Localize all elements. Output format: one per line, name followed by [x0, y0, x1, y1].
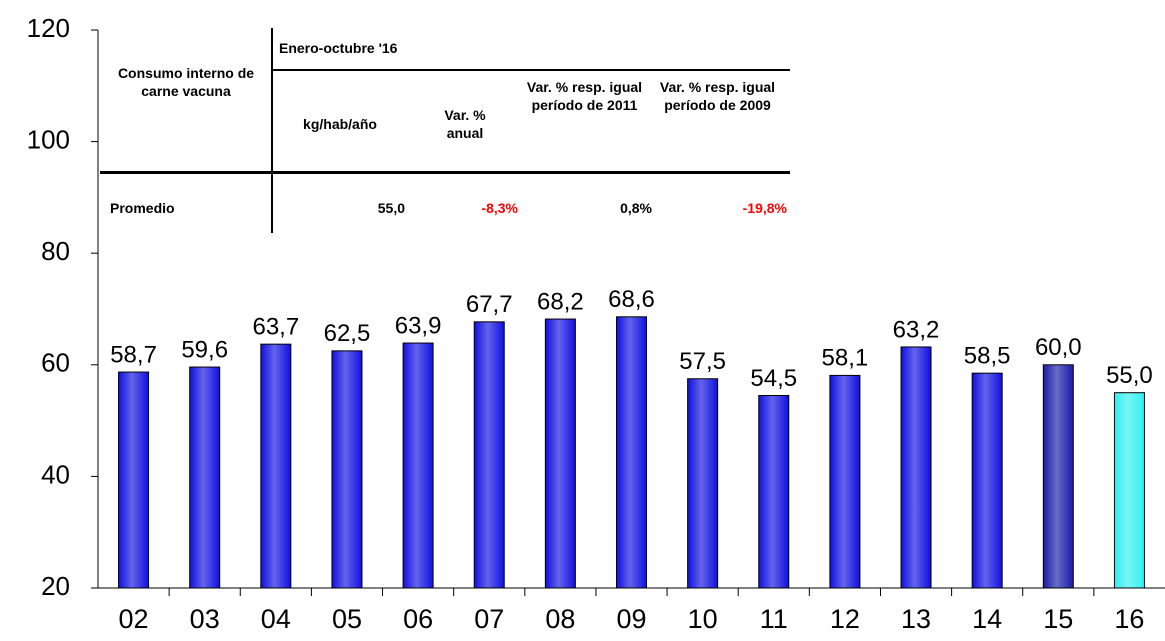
data-label: 57,5 — [679, 348, 726, 375]
bar — [402, 342, 434, 589]
data-label: 54,5 — [750, 365, 797, 392]
bar — [1042, 364, 1074, 589]
y-tick-label: 80 — [41, 236, 70, 266]
x-tick-label: 05 — [332, 604, 362, 634]
bar — [118, 371, 150, 589]
bar — [758, 394, 790, 589]
bar — [544, 318, 576, 589]
x-tick-label: 08 — [545, 604, 575, 634]
data-label: 58,5 — [964, 343, 1011, 370]
data-label: 68,6 — [608, 286, 655, 313]
data-label: 67,7 — [466, 291, 513, 318]
y-tick-label: 20 — [41, 571, 70, 601]
x-tick-label: 12 — [830, 604, 860, 634]
table-cell: 0,8% — [620, 200, 652, 216]
bar — [473, 321, 505, 589]
bar — [829, 374, 861, 589]
row-label: Promedio — [110, 200, 175, 216]
table-cell: -19,8% — [742, 200, 787, 216]
x-tick-label: 14 — [972, 604, 1002, 634]
bar — [189, 366, 221, 589]
row-header: Consumo interno de carne vacuna — [117, 65, 255, 99]
x-tick-label: 04 — [261, 604, 291, 634]
bar — [900, 346, 932, 589]
data-label: 60,0 — [1035, 334, 1082, 361]
x-tick-label: 06 — [403, 604, 433, 634]
x-tick-label: 13 — [901, 604, 931, 634]
bar — [971, 372, 1003, 589]
table-rule — [100, 171, 790, 174]
column-header: Var. % resp. igual período de 2011 — [526, 79, 643, 113]
bar — [1113, 392, 1145, 589]
bar — [260, 343, 292, 589]
data-label: 63,7 — [252, 313, 299, 340]
table-cell: -8,3% — [481, 200, 518, 216]
data-label: 62,5 — [324, 320, 371, 347]
y-tick-label: 40 — [41, 459, 70, 489]
y-tick-label: 100 — [27, 124, 70, 154]
data-label: 58,7 — [110, 341, 157, 368]
table-rule — [272, 69, 790, 71]
data-label: 63,9 — [395, 312, 442, 339]
data-label: 55,0 — [1106, 362, 1153, 389]
data-label: 63,2 — [893, 316, 940, 343]
column-header: Var. % anual — [444, 107, 486, 141]
data-label: 58,1 — [822, 345, 869, 372]
bar — [616, 316, 647, 589]
bar — [687, 378, 719, 589]
group-header: Enero-octubre '16 — [279, 40, 398, 56]
x-tick-label: 03 — [190, 604, 220, 634]
bar — [331, 350, 363, 589]
x-tick-label: 16 — [1114, 604, 1144, 634]
table-rule — [271, 28, 273, 233]
x-tick-label: 09 — [616, 604, 646, 634]
y-tick-label: 60 — [41, 348, 70, 378]
column-header: Var. % resp. igual período de 2009 — [659, 79, 776, 113]
column-header: kg/hab/año — [303, 116, 377, 132]
x-tick-label: 07 — [474, 604, 504, 634]
data-label: 59,6 — [181, 336, 228, 363]
x-tick-label: 11 — [760, 604, 788, 634]
x-tick-label: 10 — [688, 604, 718, 634]
data-label: 68,2 — [537, 288, 584, 315]
y-tick-label: 120 — [27, 13, 70, 43]
x-tick-label: 15 — [1043, 604, 1073, 634]
x-tick-label: 02 — [119, 604, 149, 634]
table-cell: 55,0 — [377, 200, 405, 216]
